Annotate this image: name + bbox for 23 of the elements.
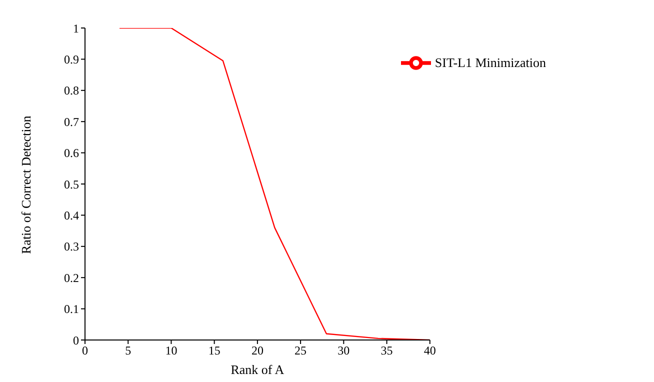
y-tick-label: 0.7 bbox=[64, 114, 79, 129]
x-tick-label: 20 bbox=[251, 344, 264, 358]
y-tick-label: 0.4 bbox=[64, 208, 79, 222]
y-tick-label: 0 bbox=[73, 333, 79, 348]
x-tick-label: 5 bbox=[125, 344, 132, 358]
x-tick-label: 35 bbox=[380, 344, 393, 358]
legend-label: SIT-L1 Minimization bbox=[434, 54, 546, 70]
x-axis-title: Rank of A bbox=[230, 362, 285, 377]
y-tick-label: 0.1 bbox=[64, 302, 79, 316]
x-tick-label: 30 bbox=[338, 344, 350, 358]
y-tick-label: 1 bbox=[73, 21, 79, 36]
y-tick-label: 0.9 bbox=[64, 52, 79, 66]
x-tick-label: 0 bbox=[82, 344, 88, 358]
x-tick-label: 40 bbox=[424, 344, 436, 358]
x-tick-label: 25 bbox=[294, 344, 307, 358]
y-tick-label: 0.2 bbox=[64, 270, 79, 285]
y-tick-label: 0.3 bbox=[64, 240, 79, 254]
x-tick-label: 10 bbox=[165, 344, 178, 358]
y-tick-label: 0.8 bbox=[64, 84, 79, 98]
y-tick-label: 0.6 bbox=[64, 146, 79, 160]
y-tick-label: 0.5 bbox=[64, 177, 79, 192]
y-axis-title: Ratio of Correct Detection bbox=[18, 115, 34, 254]
x-tick-label: 15 bbox=[208, 344, 220, 358]
